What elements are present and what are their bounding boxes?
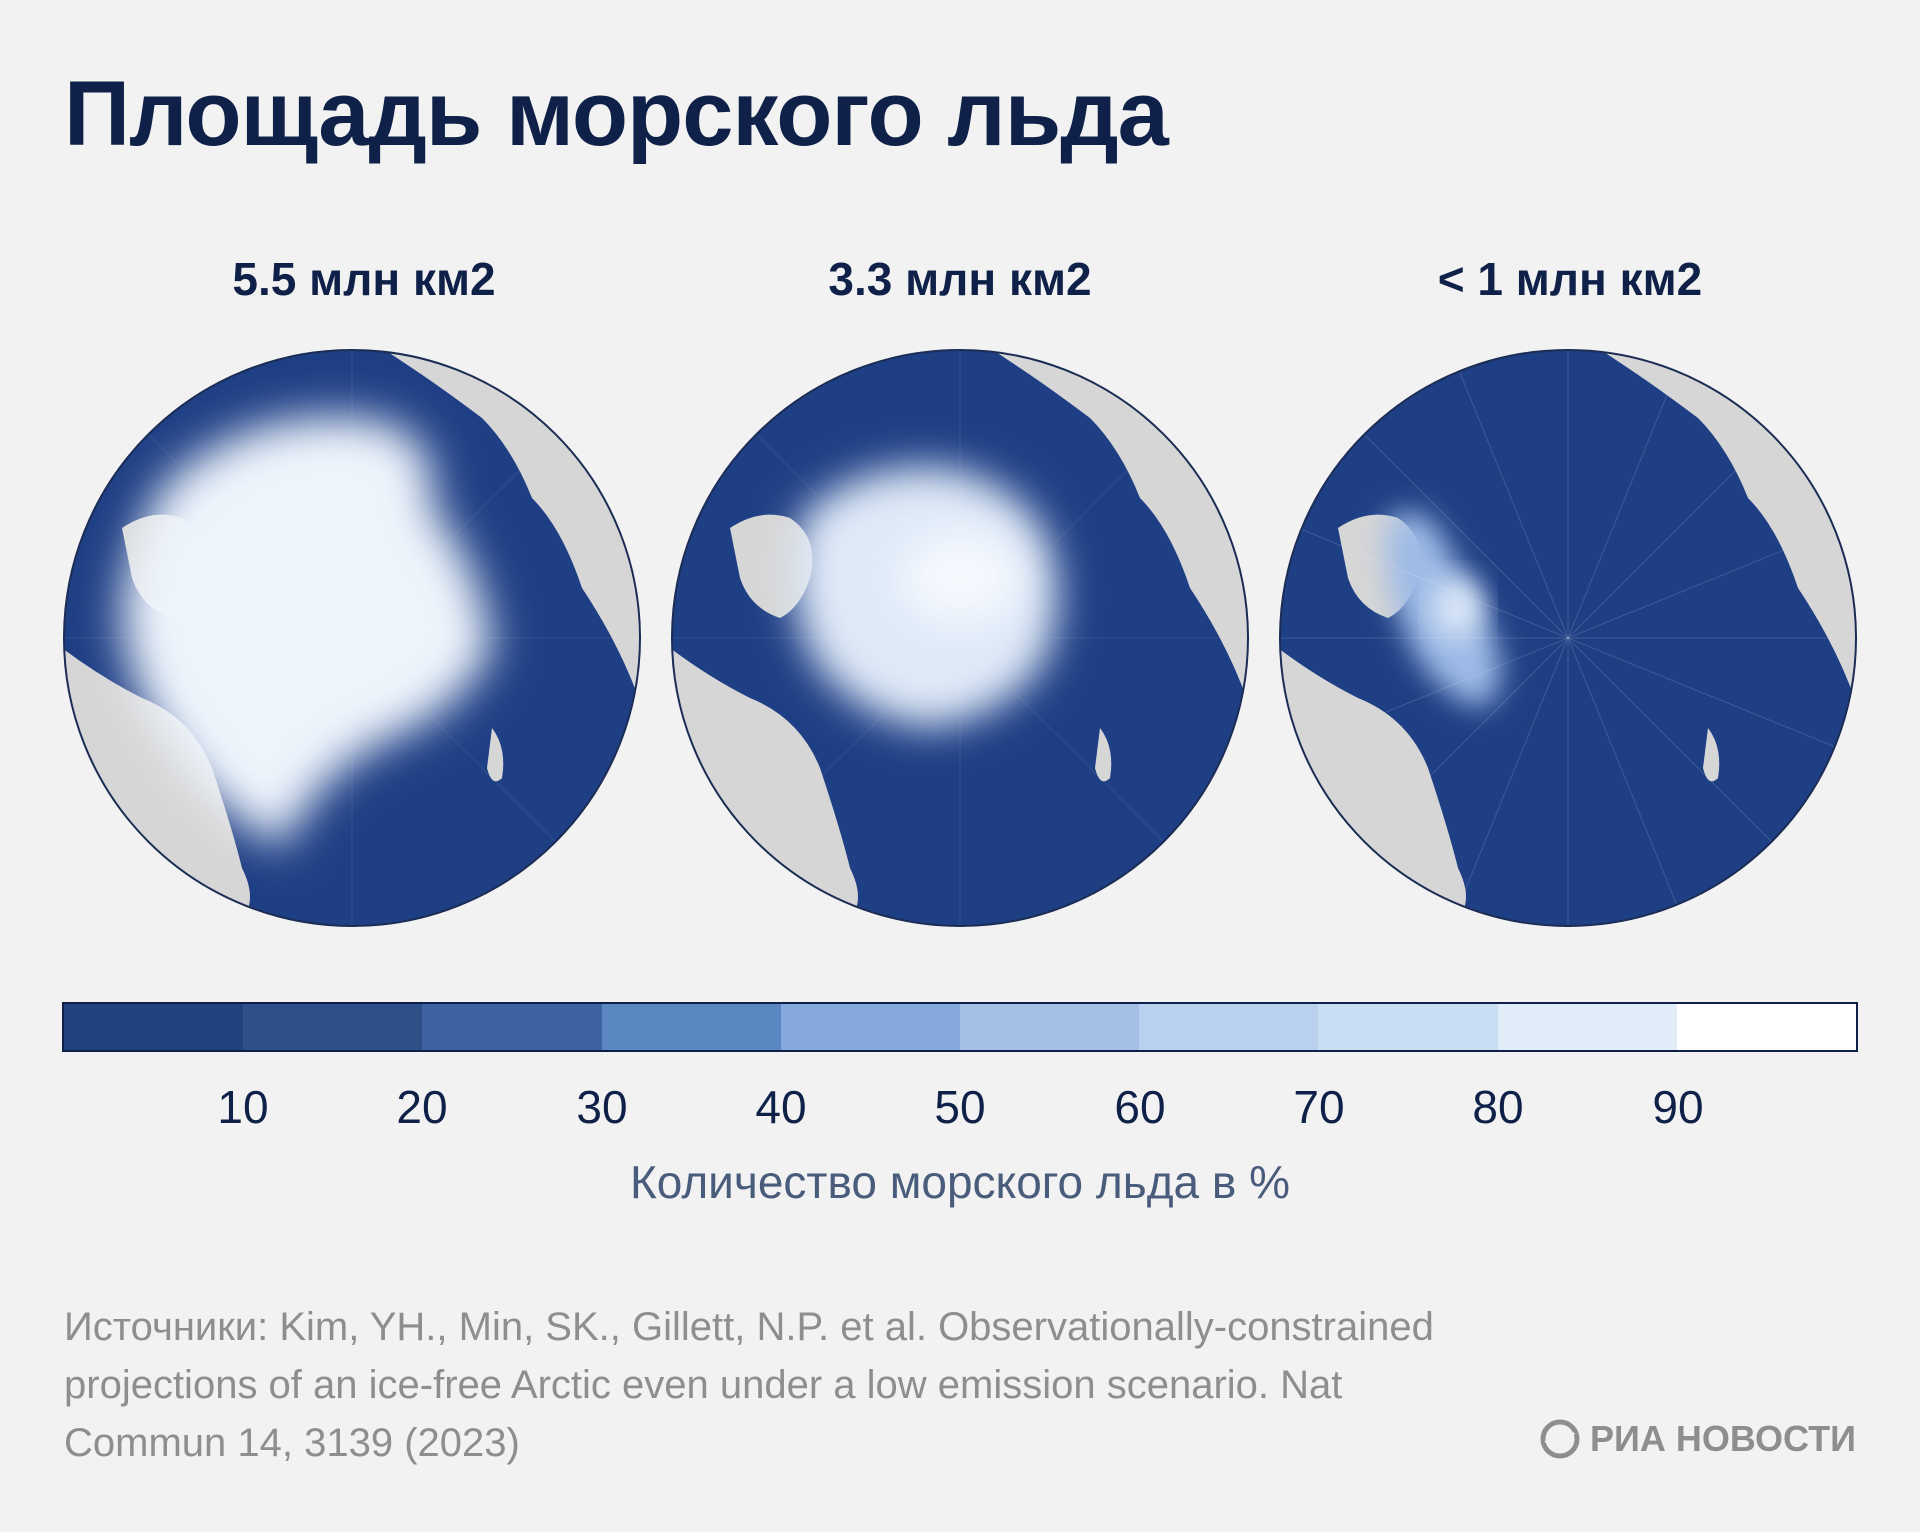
ria-logo-icon [1540,1419,1580,1459]
colorbar-segment [960,1004,1140,1050]
arctic-map-2 [670,348,1250,928]
colorbar-segment [1318,1004,1498,1050]
colorbar-tick: 80 [1472,1081,1524,1133]
colorbar-tick: 20 [396,1081,448,1133]
colorbar-segment [780,1004,961,1050]
colorbar-segment [1676,1004,1857,1050]
colorbar-segment [1497,1004,1677,1050]
colorbar-tick: 50 [934,1081,986,1133]
brand-logo: РИА НОВОСТИ [1540,1418,1856,1460]
arctic-map-3 [1278,348,1858,928]
colorbar-tick: 60 [1114,1081,1166,1133]
page-title: Площадь морского льда [64,63,1169,165]
colorbar-tick: 70 [1293,1081,1345,1133]
colorbar-tick: 90 [1652,1081,1704,1133]
arctic-map-1 [62,348,642,928]
colorbar-tick: 40 [755,1081,807,1133]
colorbar-segment [64,1004,244,1050]
colorbar-tick: 10 [217,1081,269,1133]
map-label-1: 5.5 млн км2 [232,253,496,305]
map-label-2: 3.3 млн км2 [828,253,1092,305]
colorbar-segment [1139,1004,1319,1050]
colorbar-segment [243,1004,423,1050]
colorbar-caption: Количество морского льда в % [629,1156,1291,1208]
brand-name: РИА НОВОСТИ [1590,1418,1856,1459]
colorbar-segment [601,1004,781,1050]
colorbar-tick: 30 [576,1081,628,1133]
colorbar [62,1002,1858,1052]
map-label-3: < 1 млн км2 [1437,253,1703,305]
source-note: Источники: Kim, YH., Min, SK., Gillett, … [64,1305,1434,1465]
colorbar-segment [422,1004,602,1050]
